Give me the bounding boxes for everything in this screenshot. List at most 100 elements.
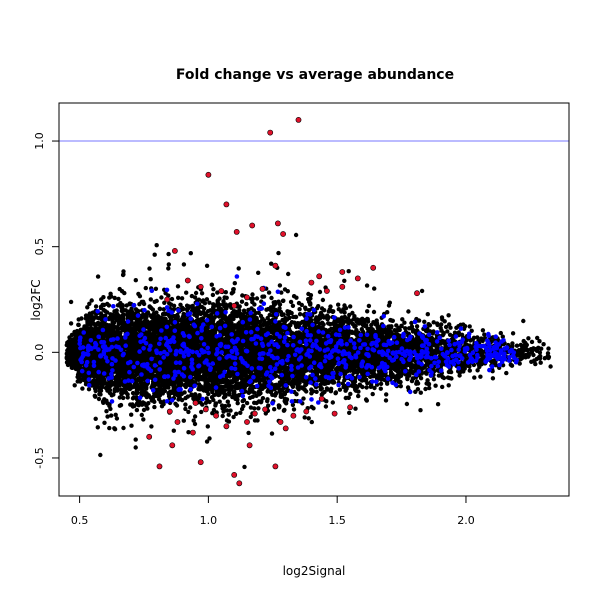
gene-point [204,263,210,268]
gene-point [146,401,151,406]
gene-point [235,401,240,406]
gene-point [309,404,314,410]
gene-point [225,399,230,404]
gene-point [448,325,453,330]
gene-point [211,397,216,403]
gene-point [248,405,254,410]
gene-point [121,425,126,431]
gene-point [435,322,440,328]
gene-point [87,301,92,306]
gene-point [500,334,505,339]
gene-point [174,403,180,408]
gene-point [121,395,126,401]
gene-point [384,392,389,397]
gene-point [254,400,259,406]
gene-point [102,420,107,425]
gene-point [188,405,193,410]
gene-point [137,294,143,299]
gene-point [204,439,210,444]
gene-point [181,418,186,423]
gene-point [254,296,260,301]
gene-point [118,402,124,408]
gene-point [405,385,411,390]
gene-point [112,295,117,301]
gene-point [537,350,543,355]
gene-point [107,425,112,431]
gene-point [279,290,284,295]
gene-point [297,307,302,312]
gene-point [347,410,352,415]
gene-point [256,270,261,275]
gene-point [482,332,487,337]
gene-point [149,320,154,325]
gene-point [514,343,520,348]
gene-point [252,418,258,423]
gene-point [319,392,324,397]
gene-point [480,328,486,333]
gene-point [111,392,116,397]
gene-point [454,325,459,330]
gene-point [114,416,120,421]
gene-point [236,266,241,271]
gene-point [242,464,247,470]
gene-point [431,320,436,325]
gene-point [228,408,233,413]
gene-point [538,360,543,365]
gene-point [231,389,237,395]
gene-point [521,318,526,324]
gene-point [447,322,452,327]
gene-point [68,299,74,305]
gene-point [423,386,428,392]
gene-point [293,232,299,238]
gene-point [290,402,296,408]
gene-point [265,398,270,404]
gene-point [117,395,123,400]
gene-point [472,375,477,380]
gene-point [206,391,211,397]
gene-point [297,312,303,317]
gene-point [186,430,191,435]
gene-point [282,396,288,401]
gene-point [205,424,210,429]
gene-point [241,403,246,409]
gene-point [85,305,90,310]
gene-point [130,396,136,401]
gene-point [193,290,199,296]
gene-point [537,339,542,344]
gene-point [309,419,314,425]
gene-point [269,431,275,436]
chart-title: Fold change vs average abundance [176,67,454,83]
gene-point [217,399,222,404]
gene-point [89,298,94,303]
gene-point [356,393,361,399]
gene-point [433,383,438,388]
gene-point [86,387,92,392]
gene-point [457,373,462,378]
gene-point [269,295,274,301]
gene-point [317,289,323,295]
gene-point [498,330,503,336]
gene-point [221,409,226,414]
gene-point [180,314,186,319]
gene-point [199,291,205,296]
gene-point [383,398,389,403]
points-layer [64,117,553,487]
gene-point [467,368,472,373]
gene-point [404,401,410,407]
gene-point [266,290,272,295]
gene-point [152,299,157,304]
gene-point [398,379,403,385]
gene-point [346,269,351,274]
gene-point [529,339,535,345]
gene-point [363,397,369,402]
gene-point [183,406,188,412]
gene-point [405,375,410,380]
gene-point [352,314,357,319]
gene-point [68,321,74,326]
gene-point [290,303,296,308]
gene-point [323,404,329,409]
gene-point [333,391,338,396]
gene-point [93,416,98,421]
gene-point [184,290,189,295]
